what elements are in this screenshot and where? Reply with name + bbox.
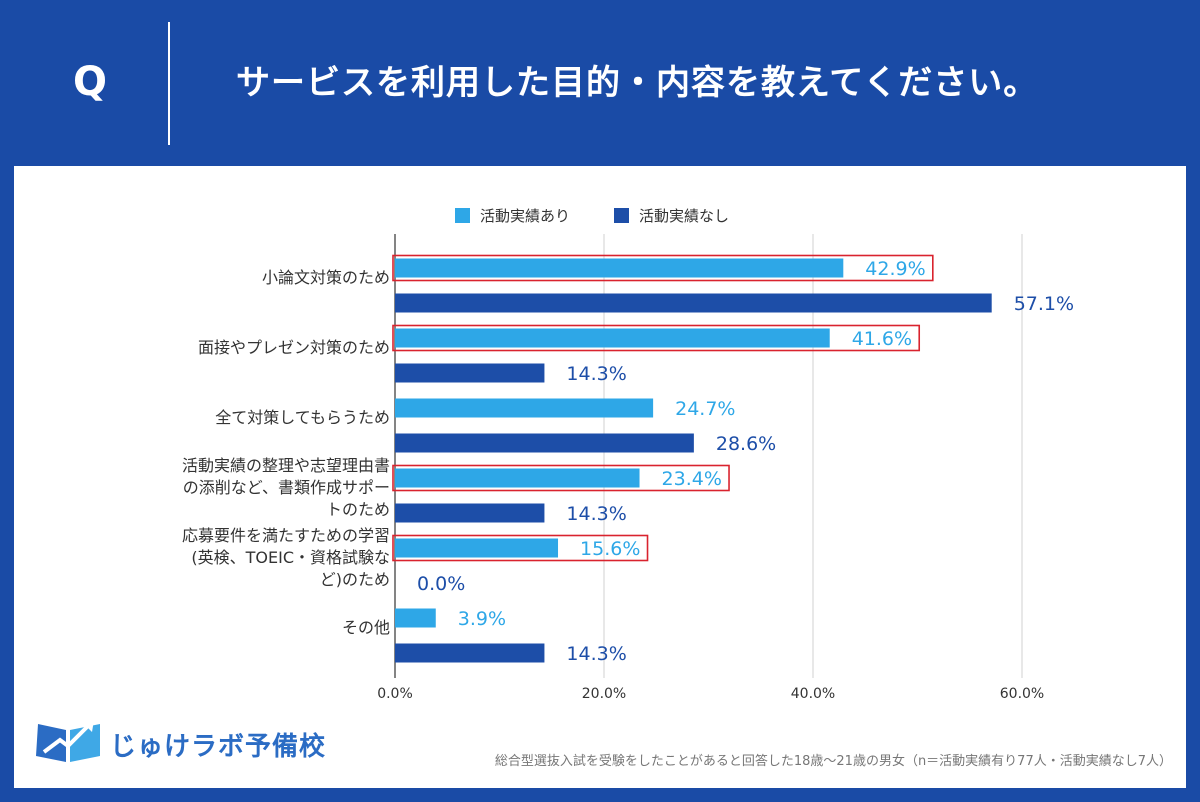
- category-label: 小論文対策のため: [262, 267, 390, 289]
- legend-swatch-series-a: [455, 207, 470, 223]
- highlight-box: [392, 324, 921, 352]
- data-label-series-b: 57.1%: [1014, 293, 1074, 315]
- category-label-line: (英検、TOEIC・資格試験な: [191, 548, 390, 567]
- legend-item-series-b: 活動実績なし: [614, 200, 729, 230]
- category-label-line: ど)のため: [319, 570, 390, 589]
- x-tick-label: 20.0%: [581, 686, 627, 702]
- legend: 活動実績あり 活動実績なし: [0, 200, 1200, 230]
- legend-label-series-b: 活動実績なし: [639, 206, 730, 225]
- category-label-line: その他: [341, 618, 390, 637]
- footnote: 総合型選抜入試を受験をしたことがあると回答した18歳～21歳の男女（n＝活動実績…: [494, 754, 1172, 769]
- category-label: 全て対策してもらうため: [215, 407, 390, 429]
- data-label-series-b: 14.3%: [566, 363, 626, 385]
- data-label-series-b: 0.0%: [417, 573, 465, 595]
- data-label-series-a: 41.6%: [852, 328, 912, 350]
- bar-series-a: [395, 398, 654, 418]
- category-label-line: 応募要件を満たすための学習: [181, 526, 390, 545]
- category-label: 活動実績の整理や志望理由書 の添削など、書類作成サポートのため: [182, 455, 390, 521]
- question-title: サービスを利用した目的・内容を教えてください。: [236, 63, 1039, 103]
- header: Q サービスを利用した目的・内容を教えてください。: [0, 0, 1200, 165]
- category-label: 応募要件を満たすための学習 (英検、TOEIC・資格試験など)のため: [182, 525, 390, 591]
- bar-series-b: [395, 433, 694, 453]
- bar-series-a: [395, 328, 830, 348]
- bar-series-b: [395, 363, 545, 383]
- data-label-series-a: 42.9%: [865, 258, 925, 280]
- category-label: その他: [342, 617, 390, 639]
- header-divider: [168, 22, 170, 145]
- bar-series-b: [395, 643, 545, 663]
- data-label-series-b: 14.3%: [566, 503, 626, 525]
- x-tick-label: 60.0%: [999, 686, 1045, 702]
- category-label-line: の添削など、書類作成サポー: [182, 478, 390, 497]
- data-label-series-b: 14.3%: [566, 643, 626, 665]
- highlight-box: [392, 534, 649, 562]
- bar-series-b: [395, 503, 545, 523]
- logo: じゅけラボ予備校: [30, 712, 330, 772]
- book-logo-icon: [36, 720, 100, 762]
- legend-swatch-series-b: [614, 207, 629, 223]
- data-label-series-a: 24.7%: [675, 398, 735, 420]
- category-label-line: 全て対策してもらうため: [215, 408, 390, 427]
- bar-series-b: [395, 293, 992, 313]
- x-tick-label: 40.0%: [790, 686, 836, 702]
- x-tick-label: 0.0%: [377, 686, 413, 702]
- data-label-series-a: 15.6%: [580, 538, 640, 560]
- category-label-line: 面接やプレゼン対策のため: [197, 338, 390, 357]
- legend-item-series-a: 活動実績あり: [455, 200, 570, 230]
- bar-series-a: [395, 258, 844, 278]
- q-mark: Q: [72, 59, 107, 105]
- category-label-line: 小論文対策のため: [261, 268, 390, 287]
- logo-text: じゅけラボ予備校: [110, 732, 327, 762]
- data-label-series-a: 23.4%: [662, 468, 722, 490]
- highlight-box: [392, 254, 934, 282]
- bar-series-a: [395, 608, 436, 628]
- category-label-line: トのため: [325, 500, 390, 519]
- bar-series-a: [395, 468, 640, 488]
- bar-series-a: [395, 538, 559, 558]
- data-label-series-a: 3.9%: [458, 608, 506, 630]
- highlight-box: [392, 464, 730, 492]
- legend-label-series-a: 活動実績あり: [480, 206, 571, 225]
- data-label-series-b: 28.6%: [716, 433, 776, 455]
- category-label: 面接やプレゼン対策のため: [198, 337, 390, 359]
- category-label-line: 活動実績の整理や志望理由書: [181, 456, 390, 475]
